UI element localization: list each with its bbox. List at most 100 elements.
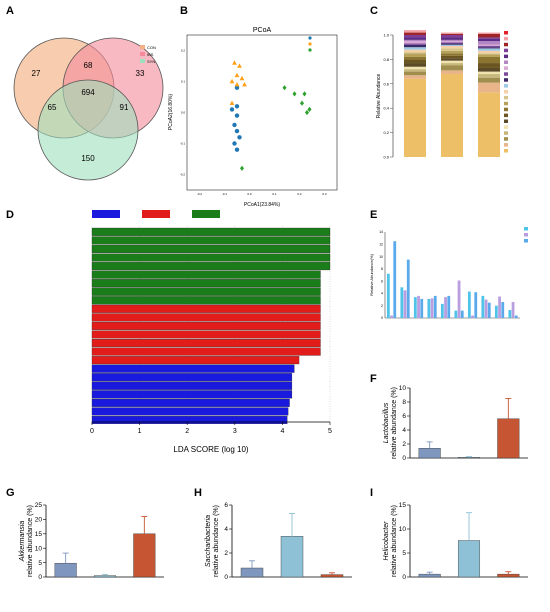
pcoa-point-synbiotic-3 [300,100,304,106]
stack-seg-1-10 [441,45,463,49]
bars-f-y-tick-label-0: 0 [402,455,406,462]
stack-seg-2-10 [478,50,500,54]
pcoa-x-tick-2: 0.0 [247,192,252,196]
pcoa-point-control-6 [232,141,237,146]
stack-seg-1-6 [441,55,463,59]
panel-label-g: G [6,487,15,499]
grp-bar-6-1 [471,315,474,318]
stack-y-tick-label-4: 0.8 [383,57,389,62]
lda-bar-7 [91,287,321,296]
lda-x-tick-label-4: 4 [280,428,284,435]
bars-f-y-tick-label-4: 8 [402,399,406,406]
stack-seg-2-18 [478,33,500,38]
stack-ylabel: Relative Abundance [376,74,382,119]
pcoa-point-synbiotic-5 [305,109,309,116]
bars-g-ylabel-genus: Akkermansia [19,521,26,563]
pcoa-ylabel: PCoA2(16.80%) [168,94,174,130]
bars-i-bar-2 [497,573,520,578]
panel-label-i: I [370,487,373,499]
lda-legend-swatch-1 [142,210,170,218]
pcoa-legend-marker-0 [308,36,312,40]
stack-seg-1-11 [441,44,463,46]
stack-seg-2-19 [478,32,500,34]
stack-seg-1-15 [441,39,463,42]
stack-seg-0-10 [404,49,426,53]
bars-h-ylabel-rest: relative abundance (%) [213,505,220,577]
grp-y-tick-label-5: 10 [379,255,383,259]
grp-y-tick-label-0: 0 [381,316,383,320]
stack-seg-1-2 [441,65,463,71]
stack-seg-1-7 [441,53,463,56]
venn-ibs-syn: 91 [120,103,129,112]
panel-label-c: C [370,5,378,17]
lda-bar-20 [91,398,290,407]
bars-h-y-tick-label-1: 2 [224,550,228,557]
stack-legend-swatch-6 [504,66,508,70]
bars-g-y-tick-label-0: 0 [38,574,42,581]
venn-legend-swatch-ibs [140,52,145,56]
stack-y-tick-label-1: 0.2 [383,130,389,135]
stack-seg-1-8 [441,50,463,54]
bars-i-y-tick-label-0: 0 [402,574,406,581]
stack-seg-0-1 [404,75,426,79]
pcoa-point-control-7 [234,147,240,152]
bars-h-y-tick-label-0: 0 [224,574,228,581]
grp-bar-7-0 [481,295,485,318]
venn-legend-syn: SYN [147,59,155,64]
grp-bar-0-1 [390,315,393,318]
stack-legend-swatch-2 [504,42,508,47]
grp-y-tick-label-6: 12 [379,242,383,246]
stack-seg-2-4 [478,71,500,75]
bar-chart-g: 0 5 10 15 20 25 Akkermansia relative abundance … [19,502,164,581]
panel-label-h: H [194,487,202,499]
pcoa-y-tick-0: -0.2 [180,173,186,177]
grp-legend-swatch-1 [524,233,528,237]
stack-seg-0-4 [404,66,426,70]
stack-legend-swatch-20 [504,149,508,153]
pcoa-point-control-0 [234,104,240,109]
pcoa-chart: PCoA PCoA1(23.84%) PCoA2(16.80%) -0.2 -0.… [168,27,338,208]
grouped-bar-chart: Relative Abundance(%) 0 2 4 6 8 10 12 14 [369,227,528,320]
panel-label-d: D [6,209,14,221]
lda-bar-1 [91,236,331,245]
stack-y-tick-label-3: 0.6 [383,81,389,86]
stack-seg-0-7 [404,56,426,60]
stack-seg-0-14 [404,41,426,44]
bars-f-bar-2 [497,418,520,459]
stack-seg-2-6 [478,63,500,68]
pcoa-x-tick-5: 0.3 [322,192,327,196]
pcoa-xlabel: PCoA1(23.84%) [244,202,280,208]
stack-legend-swatch-5 [504,60,508,64]
lda-bar-6 [91,279,321,288]
stack-legend-swatch-0 [504,31,508,35]
stack-legend-swatch-18 [504,137,508,141]
grp-y-tick-label-7: 14 [379,230,383,234]
venn-con-only: 27 [32,69,41,78]
grp-bar-7-1 [484,299,488,318]
pcoa-point-control-2 [234,113,240,118]
stack-seg-2-13 [478,45,500,48]
bars-i-bar-0 [418,573,441,578]
lda-bar-22 [91,415,288,425]
grp-bar-8-1 [498,296,501,318]
stack-seg-0-0 [404,78,426,157]
bars-i-ylabel-genus: Helicobacter [383,521,390,561]
bar-chart-f: 0 2 4 6 8 10 Lactobacillus relative abundance (… [383,385,528,462]
stack-seg-0-8 [404,53,426,57]
stack-seg-2-3 [478,74,500,78]
pcoa-point-ibs-3 [239,75,245,81]
pcoa-legend-marker-1 [308,42,312,46]
lda-bar-21 [91,407,289,416]
bars-f-ylabel-rest: relative abundance (%) [391,387,398,459]
stack-seg-2-17 [478,37,500,39]
stack-legend-swatch-12 [504,101,508,106]
grp-bar-9-1 [511,302,515,318]
bar-chart-i: 0 5 10 15 Helicobacter relative abundance (%) [383,502,528,581]
pcoa-point-control-5 [237,135,242,140]
pcoa-point-synbiotic-6 [240,165,244,171]
venn-circle-syn [37,79,139,181]
stack-legend-swatch-7 [504,72,508,76]
bars-g-y-tick-label-4: 20 [35,517,43,524]
stack-seg-2-0 [478,92,500,157]
pcoa-point-control-1 [229,107,235,112]
